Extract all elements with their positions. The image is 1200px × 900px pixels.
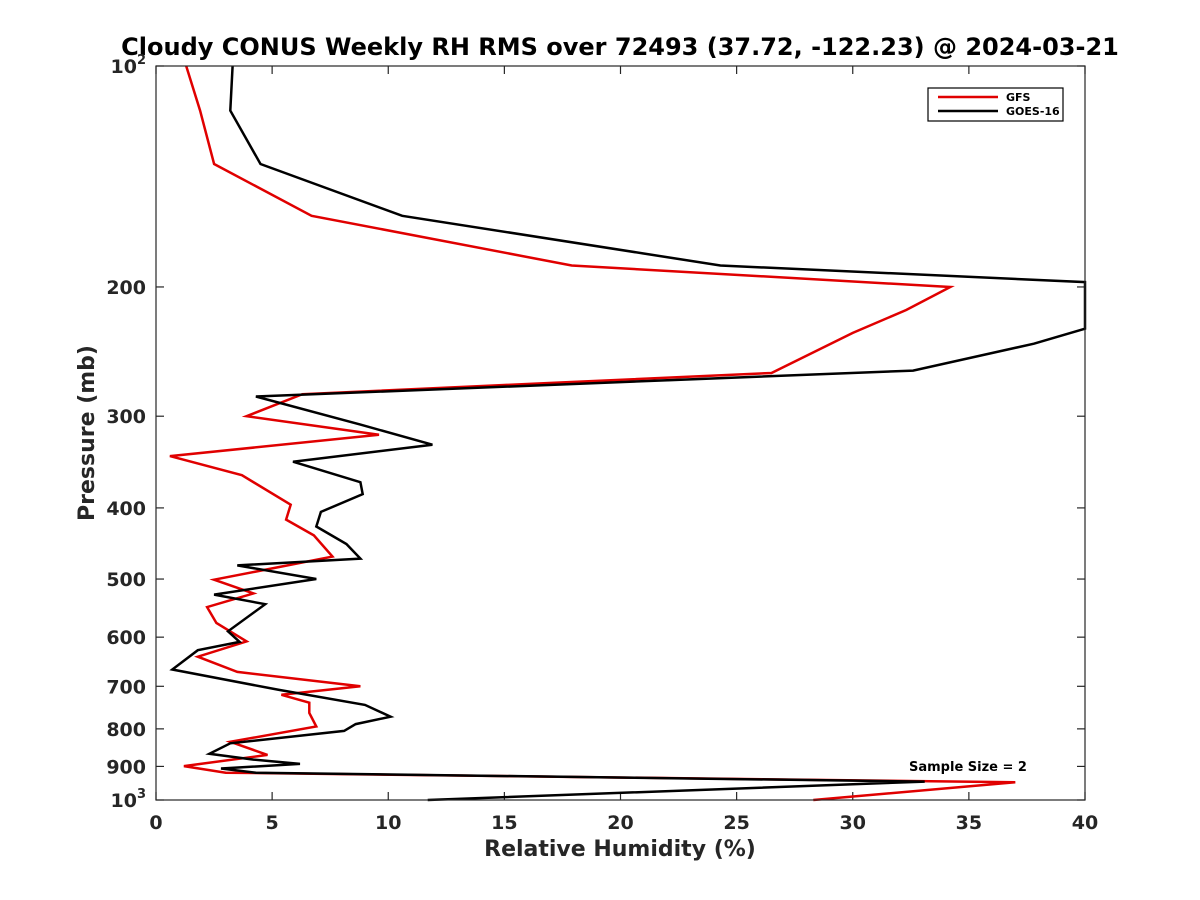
x-axis-ticks: 0 5 10 15 20 25 30 35 40 (149, 66, 1098, 834)
y-tick-label: 700 (106, 676, 146, 698)
y-tick-label: 900 (106, 756, 146, 778)
x-tick-label: 10 (375, 812, 401, 834)
legend: GFS GOES-16 (927, 87, 1064, 122)
legend-label-goes-16: GOES-16 (1006, 105, 1060, 118)
series-line-gfs (169, 65, 1016, 802)
legend-box (927, 87, 1064, 122)
x-tick-label: 30 (840, 812, 866, 834)
x-tick-label: 20 (607, 812, 633, 834)
x-tick-label: 25 (723, 812, 749, 834)
y-tick-label: 300 (106, 406, 146, 428)
sample-size-annotation: Sample Size = 2 (909, 760, 1027, 775)
y-tick-label: 500 (106, 569, 146, 591)
y-axis-ticks: 102 200 300 400 500 600 700 800 900 103 (106, 53, 1085, 812)
x-tick-label: 35 (956, 812, 982, 834)
y-tick-label: 200 (106, 277, 146, 299)
legend-label-gfs: GFS (1006, 91, 1031, 104)
x-axis-label: Relative Humidity (%) (484, 837, 756, 862)
x-tick-label: 0 (149, 812, 162, 834)
x-tick-label: 5 (266, 812, 279, 834)
series-lines (169, 65, 1087, 802)
series-line-goes-16 (169, 65, 1087, 802)
chart-title: Cloudy CONUS Weekly RH RMS over 72493 (3… (121, 33, 1119, 61)
y-tick-label: 102 (111, 53, 147, 78)
y-tick-label: 800 (106, 719, 146, 741)
x-tick-label: 40 (1072, 812, 1098, 834)
plot-area-frame (155, 65, 1086, 801)
y-axis-label: Pressure (mb) (75, 345, 100, 521)
y-tick-label: 400 (106, 498, 146, 520)
y-tick-label: 103 (111, 787, 147, 812)
y-tick-label: 600 (106, 627, 146, 649)
x-tick-label: 15 (491, 812, 517, 834)
